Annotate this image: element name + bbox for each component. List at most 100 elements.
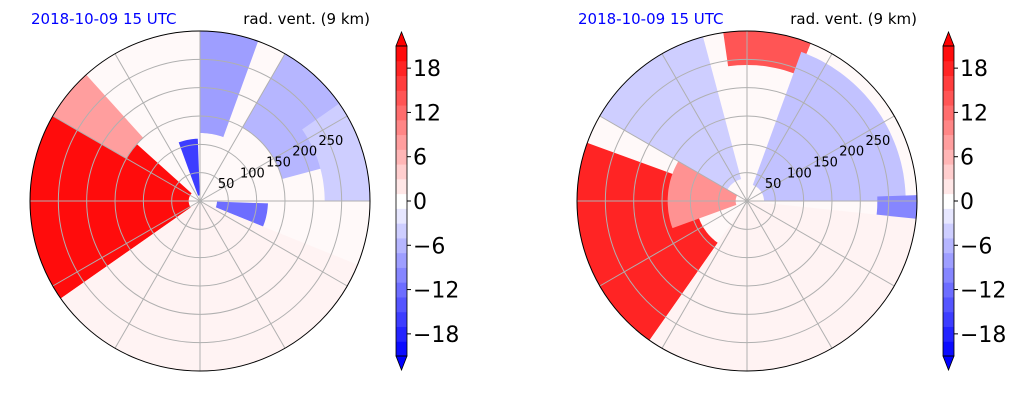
colorbar-band xyxy=(943,164,954,180)
data-field-right xyxy=(577,31,917,371)
colorbar-band xyxy=(396,119,407,136)
polar-grid-left xyxy=(30,31,370,371)
colorbar-extend-min xyxy=(395,355,408,372)
colorbar-band xyxy=(396,223,407,239)
colorbar-tick-label: 18 xyxy=(413,57,441,82)
colorbar-tick-label: −12 xyxy=(960,279,1006,304)
colorbar-band xyxy=(943,282,954,298)
radial-tick-label: 50 xyxy=(218,177,235,192)
colorbar-band xyxy=(943,119,954,136)
data-region-right-1 xyxy=(667,161,738,229)
colorbar-tick-label: 0 xyxy=(960,190,974,215)
grid-spoke xyxy=(199,200,348,287)
colorbar-band xyxy=(943,208,954,224)
data-region-right-2 xyxy=(723,31,811,75)
data-region-left-1 xyxy=(52,74,144,159)
radial-tick-label: 100 xyxy=(787,166,812,181)
colorbar-tick-label: 18 xyxy=(960,57,988,82)
colorbar-extend-min xyxy=(942,355,955,372)
colorbar-band xyxy=(943,178,954,195)
polar-panel-left: 50 100 150 200 250 2018-10-09 15 UTC rad. vent… xyxy=(29,10,459,372)
colorbar-band xyxy=(396,208,407,224)
colorbar-band xyxy=(943,105,954,121)
colorbar-band xyxy=(396,237,407,254)
radial-tick-label: 50 xyxy=(765,177,782,192)
grid-spoke xyxy=(599,115,748,202)
data-region-left-3 xyxy=(200,31,259,138)
data-field-left xyxy=(30,31,370,371)
data-region-left-5 xyxy=(215,201,268,227)
grid-spoke xyxy=(661,200,748,349)
colorbar-extend-max xyxy=(395,30,408,47)
radial-tick-label: 100 xyxy=(240,166,265,181)
colorbar-band xyxy=(396,164,407,180)
data-region-right-4 xyxy=(752,51,906,202)
title-left-left: 2018-10-09 15 UTC xyxy=(31,10,177,28)
colorbar-band xyxy=(943,90,954,106)
grid-spoke xyxy=(599,200,748,287)
colorbar-band xyxy=(943,237,954,254)
colorbar-extend-max xyxy=(942,30,955,47)
data-region-left-2 xyxy=(178,138,200,196)
colorbar-band xyxy=(943,326,954,342)
radial-tick-label: 200 xyxy=(292,145,317,160)
radial-tick-label: 250 xyxy=(865,134,890,149)
colorbar-band xyxy=(943,296,954,313)
colorbar-band xyxy=(396,326,407,342)
colorbar-band xyxy=(943,60,954,77)
colorbar-band xyxy=(943,223,954,239)
colorbar-tick-label: 12 xyxy=(960,101,988,126)
colorbar-band xyxy=(396,90,407,106)
colorbar-tick-label: −6 xyxy=(960,234,992,259)
grid-spoke xyxy=(746,200,833,349)
colorbar-band xyxy=(396,46,407,62)
colorbar-band xyxy=(396,75,407,91)
title-right-left: rad. vent. (9 km) xyxy=(243,10,370,28)
data-region-left-0 xyxy=(30,87,192,299)
colorbar-tick-label: 6 xyxy=(413,146,427,171)
grid-spoke xyxy=(114,200,201,349)
colorbar-tick-label: 0 xyxy=(413,190,427,215)
grid-spoke xyxy=(199,115,348,202)
grid-spoke xyxy=(661,53,748,202)
radial-tick-label: 200 xyxy=(839,145,864,160)
colorbar-tick-label: 12 xyxy=(413,101,441,126)
grid-spoke xyxy=(746,200,895,287)
colorbar-right: 18 12 6 0 −6 −12 −18 xyxy=(942,30,1006,372)
grid-spoke xyxy=(52,200,201,287)
data-region-right-6 xyxy=(649,201,917,371)
colorbar-band xyxy=(396,296,407,313)
colorbar-band xyxy=(396,149,407,165)
colorbar-band xyxy=(943,193,954,209)
grid-spoke xyxy=(114,53,201,202)
colorbar-band xyxy=(396,341,407,357)
colorbar-band xyxy=(396,178,407,195)
colorbar-band xyxy=(396,193,407,209)
grid-spoke xyxy=(199,53,286,202)
grid-spoke xyxy=(746,53,833,202)
colorbar-tick-label: 6 xyxy=(960,146,974,171)
grid-spoke xyxy=(52,115,201,202)
title-left-right: 2018-10-09 15 UTC xyxy=(578,10,724,28)
colorbar-band xyxy=(396,252,407,268)
colorbar-band xyxy=(396,282,407,298)
colorbar-tick-label: −12 xyxy=(413,279,459,304)
polar-panel-right: 50 100 150 200 250 2018-10-09 15 UTC rad. vent… xyxy=(547,0,1028,401)
colorbar-band xyxy=(943,341,954,357)
colorbar-band xyxy=(943,267,954,283)
colorbar-tick-label: −18 xyxy=(960,323,1006,348)
colorbar-band xyxy=(943,252,954,268)
colorbar-band xyxy=(943,75,954,91)
colorbar-tick-label: −18 xyxy=(413,323,459,348)
radial-tick-label: 150 xyxy=(266,155,291,170)
colorbar-left: 18 12 6 0 −6 −12 −18 xyxy=(395,30,459,372)
colorbar-band xyxy=(943,134,954,150)
radial-tick-label: 150 xyxy=(813,155,838,170)
title-right-right: rad. vent. (9 km) xyxy=(790,10,917,28)
colorbar-band xyxy=(396,60,407,77)
polar-outline-right xyxy=(576,30,918,372)
colorbar-band xyxy=(943,311,954,327)
data-region-right-3 xyxy=(599,36,742,190)
colorbar-band xyxy=(396,105,407,121)
